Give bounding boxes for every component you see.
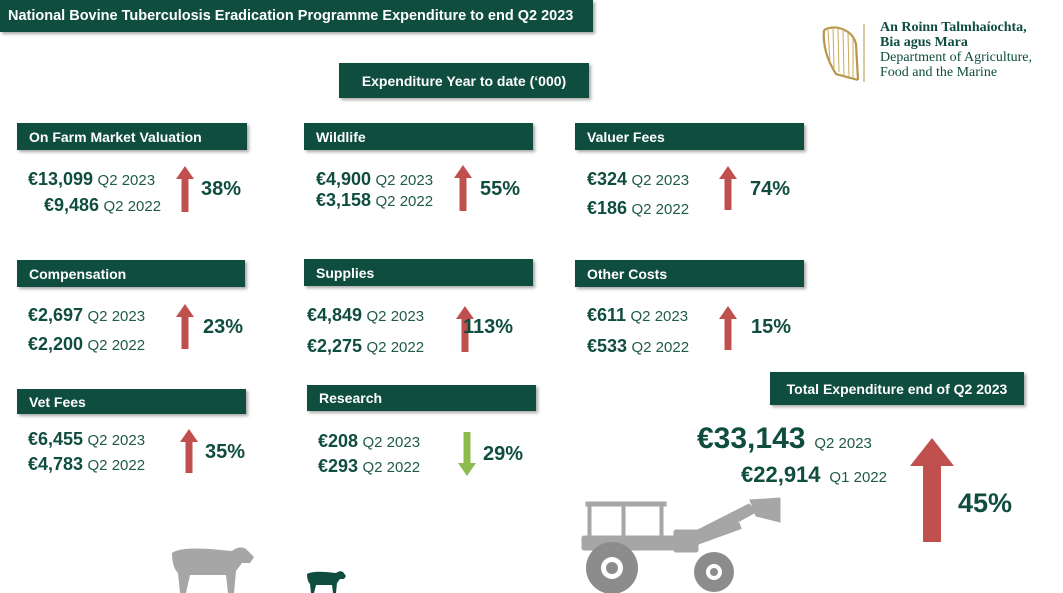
current-value: €611 Q2 2023 bbox=[587, 305, 689, 325]
up-arrow-icon bbox=[719, 166, 737, 210]
up-arrow-icon bbox=[454, 165, 472, 211]
up-arrow-icon bbox=[176, 304, 194, 349]
previous-value: €293 Q2 2022 bbox=[318, 456, 421, 476]
card-label-wildlife: Wildlife bbox=[304, 123, 533, 150]
department-logo: An Roinn Talmhaíochta, Bia agus Mara Dep… bbox=[818, 20, 1058, 90]
current-value: €13,099 Q2 2023 bbox=[28, 169, 156, 189]
card-label-supplies: Supplies bbox=[304, 259, 533, 286]
cow-icon bbox=[172, 547, 254, 593]
change-percent: 29% bbox=[483, 443, 524, 465]
previous-value: €2,275 Q2 2022 bbox=[307, 336, 425, 356]
change-percent: 74% bbox=[750, 178, 791, 200]
total-up-arrow-icon bbox=[910, 438, 954, 542]
card-label-on-farm-market-valuation: On Farm Market Valuation bbox=[17, 123, 247, 150]
up-arrow-icon bbox=[180, 429, 198, 473]
logo-line-2: Bia agus Mara bbox=[880, 35, 968, 50]
card-label-valuer-fees: Valuer Fees bbox=[575, 123, 804, 150]
page-title: National Bovine Tuberculosis Eradication… bbox=[0, 0, 593, 32]
change-percent: 23% bbox=[203, 316, 244, 338]
up-arrow-icon bbox=[456, 306, 474, 352]
harp-icon bbox=[822, 24, 865, 82]
down-arrow-icon bbox=[458, 432, 476, 476]
current-value: €4,900 Q2 2023 bbox=[316, 169, 434, 189]
current-value: €208 Q2 2023 bbox=[318, 431, 421, 451]
total-current-value: €33,143 Q2 2023 bbox=[697, 422, 872, 455]
up-arrow-icon bbox=[719, 306, 737, 350]
logo-line-4: Food and the Marine bbox=[880, 65, 998, 80]
up-arrow-icon bbox=[176, 166, 194, 212]
previous-value: €4,783 Q2 2022 bbox=[28, 454, 146, 474]
total-heading: Total Expenditure end of Q2 2023 bbox=[770, 372, 1024, 405]
small-cow-icon bbox=[307, 571, 346, 593]
previous-value: €533 Q2 2022 bbox=[587, 336, 690, 356]
current-value: €324 Q2 2023 bbox=[587, 169, 690, 189]
change-percent: 15% bbox=[751, 316, 792, 338]
ytd-heading: Expenditure Year to date (‘000) bbox=[339, 63, 589, 98]
previous-value: €9,486 Q2 2022 bbox=[44, 195, 162, 215]
total-change-percent: 45% bbox=[958, 488, 1013, 518]
change-percent: 35% bbox=[205, 441, 246, 463]
current-value: €6,455 Q2 2023 bbox=[28, 429, 146, 449]
logo-line-3: Department of Agriculture, bbox=[880, 50, 1033, 65]
change-percent: 113% bbox=[463, 316, 514, 338]
total-previous-value: €22,914 Q1 2022 bbox=[741, 462, 887, 487]
card-label-compensation: Compensation bbox=[17, 260, 245, 287]
card-label-research: Research bbox=[307, 385, 536, 411]
card-label-vet-fees: Vet Fees bbox=[17, 389, 246, 414]
change-percent: 55% bbox=[480, 178, 521, 200]
card-label-other-costs: Other Costs bbox=[575, 260, 804, 287]
tractor-icon bbox=[581, 497, 781, 593]
current-value: €2,697 Q2 2023 bbox=[28, 305, 146, 325]
change-percent: 38% bbox=[201, 178, 242, 200]
logo-line-1: An Roinn Talmhaíochta, bbox=[880, 20, 1027, 35]
previous-value: €2,200 Q2 2022 bbox=[28, 334, 146, 354]
current-value: €4,849 Q2 2023 bbox=[307, 305, 425, 325]
previous-value: €3,158 Q2 2022 bbox=[316, 190, 434, 210]
previous-value: €186 Q2 2022 bbox=[587, 198, 690, 218]
